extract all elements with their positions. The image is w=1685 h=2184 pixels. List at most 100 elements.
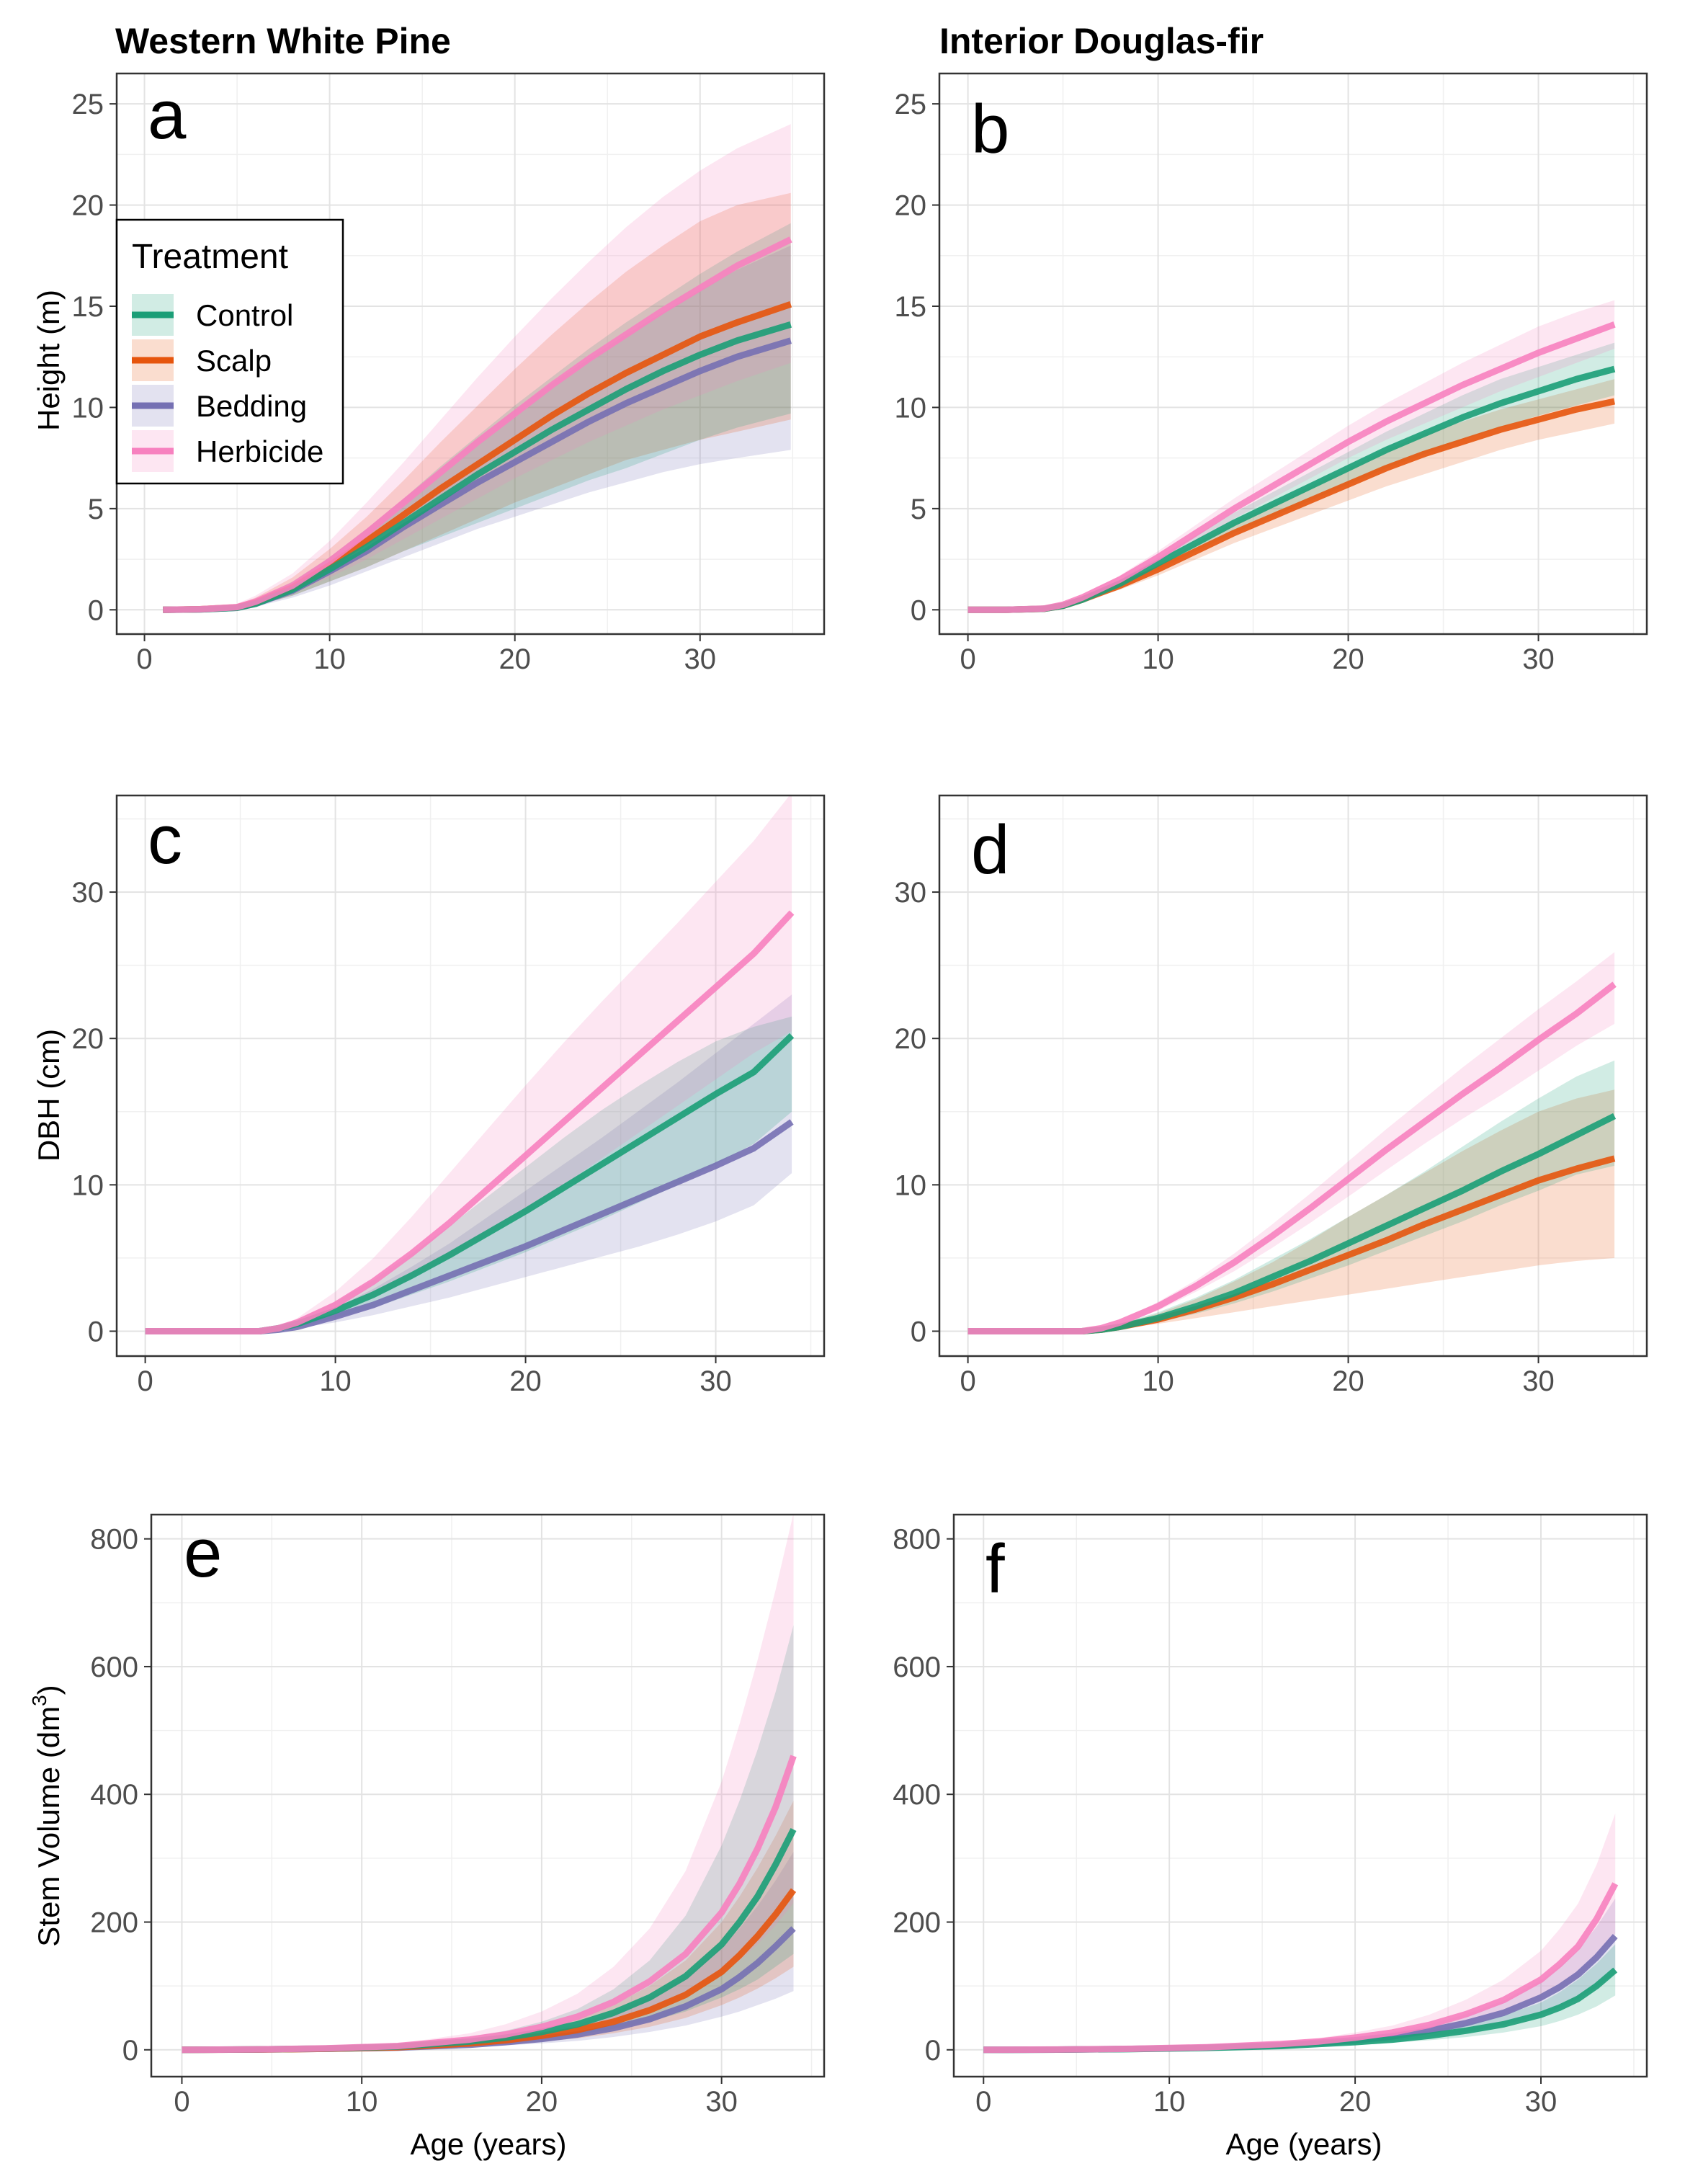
legend: Treatment Control Scalp Bedding Herbicid… xyxy=(115,218,344,485)
confidence-band-bedding xyxy=(145,994,792,1332)
plot-area xyxy=(939,795,1647,1356)
y-tick-label: 0 xyxy=(925,2035,941,2067)
x-axis-label-left: Age (years) xyxy=(410,2127,566,2161)
x-tick-label: 30 xyxy=(1522,643,1555,675)
y-tick-label: 600 xyxy=(90,1652,138,1683)
y-axis-label-stem-volume-main: Stem Volume (dm xyxy=(32,1706,66,1947)
plot-marks xyxy=(182,1515,797,2054)
panel-border xyxy=(938,794,1648,1358)
series-line-herbicide xyxy=(983,1882,1619,2054)
panel-border xyxy=(952,1513,1648,2078)
y-axis-label-stem-volume-superscript: 3 xyxy=(28,1695,50,1706)
y-tick-label: 10 xyxy=(895,1169,927,1201)
x-tick-label: 20 xyxy=(1332,1365,1364,1397)
x-tick-label: 30 xyxy=(1522,1365,1555,1397)
confidence-band-scalp xyxy=(163,192,791,610)
column-title-interior-douglas-fir: Interior Douglas-fir xyxy=(939,21,1264,61)
x-tick-label: 10 xyxy=(1142,1365,1174,1397)
y-tick-label: 0 xyxy=(911,1316,926,1347)
series-line-herbicide xyxy=(967,321,1616,613)
panel-letter-f: f xyxy=(985,1530,1005,1608)
y-tick-label: 25 xyxy=(72,89,104,120)
y-tick-label: 20 xyxy=(895,1023,927,1055)
confidence-band-bedding xyxy=(163,245,791,610)
x-tick-label: 0 xyxy=(975,2086,991,2118)
y-tick-label: 15 xyxy=(895,291,927,323)
x-tick-label: 0 xyxy=(137,1365,153,1397)
legend-label-scalp: Scalp xyxy=(196,344,272,378)
legend-label-bedding: Bedding xyxy=(196,389,307,423)
series-line-herbicide xyxy=(163,236,792,613)
x-tick-label: 20 xyxy=(526,2086,558,2118)
x-tick-label: 30 xyxy=(705,2086,738,2118)
x-tick-label: 30 xyxy=(1525,2086,1557,2118)
y-tick-label: 0 xyxy=(122,2035,138,2067)
y-tick-label: 20 xyxy=(895,190,927,222)
panel-border xyxy=(150,1513,826,2078)
panel-letter-b: b xyxy=(971,91,1009,168)
x-tick-label: 10 xyxy=(1153,2086,1186,2118)
y-tick-label: 5 xyxy=(911,494,926,525)
y-tick-label: 400 xyxy=(90,1779,138,1811)
y-tick-label: 30 xyxy=(895,877,927,909)
series-line-herbicide xyxy=(967,981,1617,1334)
panel-b: 0 10 20 30 0 5 10 15 20 25 b xyxy=(895,72,1648,675)
y-axis-label-dbh: DBH (cm) xyxy=(32,1029,66,1162)
plot-marks xyxy=(145,795,795,1334)
x-tick-label: 0 xyxy=(960,1365,975,1397)
confidence-band-scalp xyxy=(967,379,1615,610)
confidence-band-scalp xyxy=(967,1089,1615,1332)
x-tick-label: 20 xyxy=(1332,643,1364,675)
y-axis-label-height: Height (m) xyxy=(32,290,66,431)
panel-f: 0 10 20 30 0 200 400 600 800 f xyxy=(893,1513,1648,2118)
panel-c: 0 10 20 30 0 10 20 30 c xyxy=(72,794,826,1397)
x-tick-label: 0 xyxy=(960,643,975,675)
x-tick-label: 20 xyxy=(509,1365,542,1397)
plot-area xyxy=(151,1515,824,2077)
confidence-band-control xyxy=(163,223,791,610)
y-tick-label: 600 xyxy=(893,1652,941,1683)
x-tick-label: 30 xyxy=(684,643,717,675)
y-tick-label: 15 xyxy=(72,291,104,323)
x-tick-label: 30 xyxy=(700,1365,732,1397)
x-tick-label: 20 xyxy=(1339,2086,1372,2118)
panel-border xyxy=(938,72,1648,636)
y-tick-label: 30 xyxy=(72,877,104,909)
y-axis-label-stem-volume-close: ) xyxy=(32,1685,66,1695)
panel-e: 0 10 20 30 0 200 400 600 800 e xyxy=(90,1513,826,2118)
y-tick-label: 200 xyxy=(893,1907,941,1939)
y-tick-label: 0 xyxy=(88,1316,104,1347)
y-tick-label: 800 xyxy=(893,1524,941,1556)
y-tick-label: 5 xyxy=(88,494,104,525)
y-tick-label: 400 xyxy=(893,1779,941,1811)
legend-box xyxy=(115,218,344,485)
x-tick-label: 10 xyxy=(346,2086,378,2118)
x-tick-label: 20 xyxy=(499,643,531,675)
panel-letter-d: d xyxy=(971,811,1009,888)
plot-marks xyxy=(983,1813,1619,2054)
x-axis-label-right: Age (years) xyxy=(1225,2127,1382,2161)
confidence-band-control xyxy=(967,342,1615,610)
x-tick-label: 0 xyxy=(174,2086,189,2118)
plot-marks xyxy=(163,124,792,613)
y-tick-label: 0 xyxy=(911,594,926,626)
confidence-band-herbicide xyxy=(967,300,1615,610)
legend-label-herbicide: Herbicide xyxy=(196,434,323,468)
x-tick-label: 10 xyxy=(319,1365,352,1397)
y-tick-label: 10 xyxy=(72,392,104,424)
y-axis-label-stem-volume: Stem Volume (dm3) xyxy=(28,1685,66,1946)
panel-letter-e: e xyxy=(184,1515,222,1592)
panel-letter-c: c xyxy=(148,801,182,878)
panel-border xyxy=(115,794,826,1358)
y-tick-label: 10 xyxy=(895,392,927,424)
plot-area xyxy=(117,795,824,1356)
y-tick-label: 200 xyxy=(90,1907,138,1939)
series-line-herbicide xyxy=(182,1755,797,2054)
y-tick-label: 800 xyxy=(90,1524,138,1556)
panel-d: 0 10 20 30 0 10 20 30 d xyxy=(895,794,1648,1397)
y-tick-label: 25 xyxy=(895,89,927,120)
x-tick-label: 0 xyxy=(136,643,152,675)
y-tick-label: 0 xyxy=(88,594,104,626)
x-tick-label: 10 xyxy=(1142,643,1174,675)
